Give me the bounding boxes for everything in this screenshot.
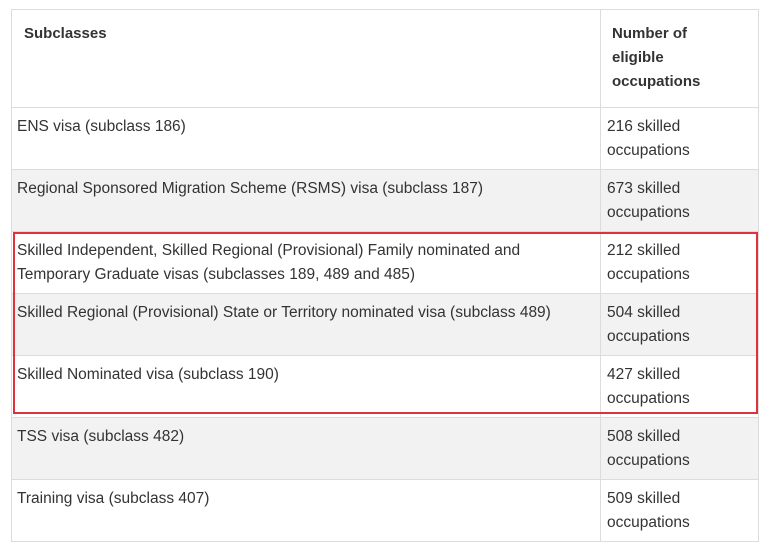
occupation-count-cell: 427 skilled occupations [601,356,758,417]
visa-name-cell: Skilled Nominated visa (subclass 190) [12,356,601,417]
visa-occupations-table: Subclasses Number of eligible occupation… [11,9,759,542]
count-value: 508 skilled [607,428,681,445]
header-count-line3: occupations [612,73,701,90]
header-count-line2: eligible [612,49,664,66]
count-value: 427 skilled [607,366,681,383]
count-value: 673 skilled [607,180,681,197]
occupation-count-cell: 212 skilled occupations [601,232,758,293]
header-count-line1: Number of [612,25,687,42]
table-row: Skilled Nominated visa (subclass 190) 42… [12,355,758,417]
table-row: TSS visa (subclass 482) 508 skilled occu… [12,417,758,479]
count-unit: occupations [607,452,690,469]
occupation-count-cell: 509 skilled occupations [601,480,758,541]
count-value: 504 skilled [607,304,681,321]
visa-name-cell: Skilled Regional (Provisional) State or … [12,294,601,355]
count-unit: occupations [607,390,690,407]
count-unit: occupations [607,514,690,531]
visa-name-cell: Skilled Independent, Skilled Regional (P… [12,232,601,293]
table-row: Training visa (subclass 407) 509 skilled… [12,479,758,541]
occupation-count-cell: 508 skilled occupations [601,418,758,479]
visa-name-cell: Regional Sponsored Migration Scheme (RSM… [12,170,601,231]
visa-name-cell: TSS visa (subclass 482) [12,418,601,479]
count-unit: occupations [607,266,690,283]
header-occupation-count: Number of eligible occupations [601,10,758,107]
occupation-count-cell: 504 skilled occupations [601,294,758,355]
count-value: 212 skilled [607,242,681,259]
table-row: ENS visa (subclass 186) 216 skilled occu… [12,107,758,169]
table-row: Regional Sponsored Migration Scheme (RSM… [12,169,758,231]
count-unit: occupations [607,328,690,345]
table-row: Skilled Regional (Provisional) State or … [12,293,758,355]
table-header-row: Subclasses Number of eligible occupation… [12,10,758,107]
visa-name-cell: Training visa (subclass 407) [12,480,601,541]
visa-name-cell: ENS visa (subclass 186) [12,108,601,169]
table-row: Skilled Independent, Skilled Regional (P… [12,231,758,293]
count-value: 509 skilled [607,490,681,507]
occupation-count-cell: 673 skilled occupations [601,170,758,231]
count-unit: occupations [607,142,690,159]
count-unit: occupations [607,204,690,221]
occupation-count-cell: 216 skilled occupations [601,108,758,169]
count-value: 216 skilled [607,118,681,135]
header-subclasses: Subclasses [12,10,601,107]
